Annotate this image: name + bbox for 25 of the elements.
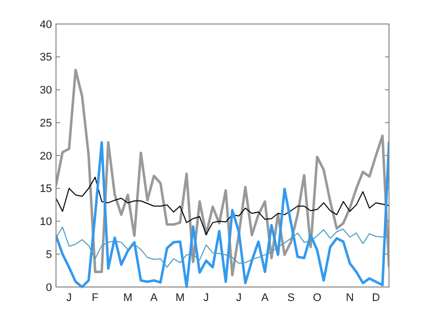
y-tick-label: 5 (46, 248, 52, 261)
line-series (56, 141, 389, 288)
line-series (56, 176, 389, 235)
line-series (56, 68, 389, 276)
x-tick-label: D (372, 292, 380, 304)
y-tick-label: 15 (40, 183, 52, 196)
x-tick-label: M (175, 292, 185, 304)
x-tick-label: J (66, 292, 72, 304)
x-tick-label: M (123, 292, 132, 304)
y-tick-label: 10 (40, 216, 52, 228)
x-tick-label: S (287, 292, 295, 304)
x-tick-label: J (236, 292, 242, 304)
y-tick-label: 40 (40, 18, 52, 31)
y-tick-label: 0 (46, 282, 52, 294)
x-tick-label: F (92, 292, 99, 304)
x-tick-label: J (203, 292, 209, 304)
x-tick-label: A (150, 292, 158, 304)
x-tick-label: A (261, 292, 270, 304)
y-tick-label: 25 (40, 117, 52, 130)
y-tick-label: 30 (40, 84, 52, 97)
y-tick-label: 20 (40, 150, 52, 162)
y-tick-label: 35 (40, 52, 52, 64)
x-tick-label: O (312, 292, 322, 304)
x-tick-label: N (346, 292, 354, 304)
line-series (56, 226, 389, 268)
